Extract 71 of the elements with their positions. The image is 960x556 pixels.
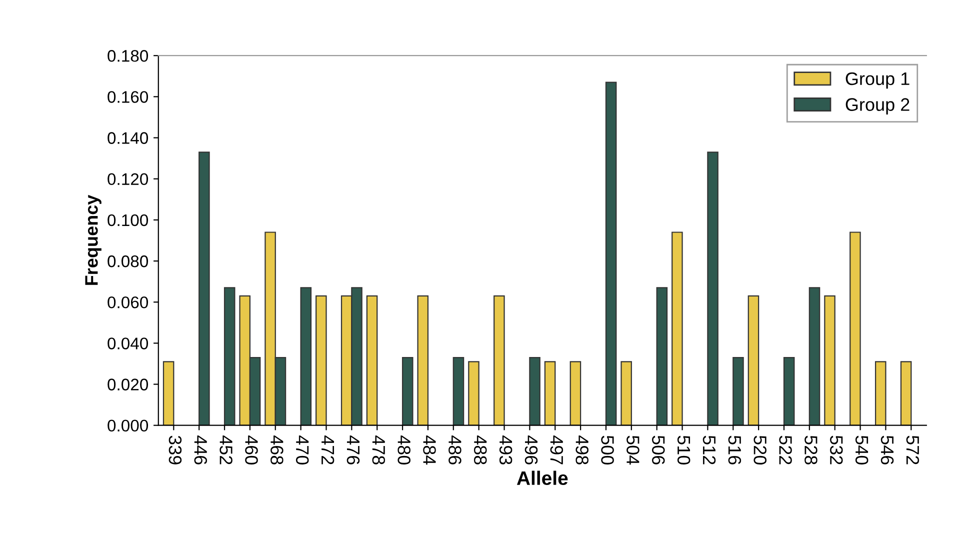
x-tick-label: 516 xyxy=(728,436,742,464)
bar xyxy=(544,361,556,426)
y-tick-label: 0.020 xyxy=(108,378,148,390)
x-tick-label: 520 xyxy=(754,436,766,464)
bar xyxy=(850,232,861,426)
bar xyxy=(402,357,414,426)
bar xyxy=(300,287,312,426)
x-tick-label: 540 xyxy=(855,436,868,464)
x-tick-label: 532 xyxy=(830,436,843,464)
x-tick-label: 339 xyxy=(168,436,182,464)
x-tick-label: 472 xyxy=(322,435,334,464)
bar xyxy=(783,357,795,426)
bar xyxy=(224,287,236,426)
bar xyxy=(494,295,505,426)
y-tick-label: 0.040 xyxy=(108,338,148,350)
bar xyxy=(366,295,378,426)
x-tick-label: 522 xyxy=(779,436,792,464)
y-tick-label: 0.100 xyxy=(108,214,148,226)
x-tick-label: 470 xyxy=(296,435,309,464)
bar xyxy=(900,361,912,426)
y-tick-label: 0.120 xyxy=(108,173,148,186)
y-axis-title: Frequency xyxy=(85,194,102,285)
bar xyxy=(452,357,464,426)
bar xyxy=(707,152,718,426)
x-tick-label: 546 xyxy=(880,436,894,464)
bar xyxy=(468,361,480,426)
bar xyxy=(620,361,632,426)
bar xyxy=(417,295,429,426)
bar xyxy=(529,357,540,426)
legend-label: Group 1 xyxy=(846,72,910,89)
bar xyxy=(672,232,683,426)
x-tick-label: 488 xyxy=(474,435,487,464)
x-tick-label: 506 xyxy=(652,436,665,464)
x-tick-label: 468 xyxy=(270,435,284,464)
bar xyxy=(748,295,760,426)
x-tick-label: 572 xyxy=(906,436,920,464)
y-tick-label: 0.160 xyxy=(108,91,148,103)
x-tick-label: 496 xyxy=(524,435,538,464)
x-tick-label: 476 xyxy=(346,435,360,464)
bar xyxy=(656,287,668,426)
bar xyxy=(198,152,210,426)
y-tick-label: 0.060 xyxy=(108,296,148,308)
bar xyxy=(808,287,820,426)
x-tick-label: 497 xyxy=(550,435,564,464)
x-tick-label: 510 xyxy=(677,436,690,464)
x-tick-label: 484 xyxy=(423,435,436,465)
x-tick-label: 478 xyxy=(372,435,386,464)
x-tick-label: 504 xyxy=(626,436,640,465)
x-tick-label: 480 xyxy=(398,435,410,464)
y-tick-label: 0.180 xyxy=(108,50,148,62)
bar xyxy=(316,295,327,426)
x-tick-label: 498 xyxy=(576,435,588,464)
y-tick-label: 0.140 xyxy=(108,132,148,144)
bar xyxy=(605,82,617,426)
legend-label: Group 2 xyxy=(846,98,910,115)
x-tick-label: 512 xyxy=(702,436,716,464)
x-tick-label: 446 xyxy=(194,435,208,464)
x-tick-label: 452 xyxy=(220,435,232,464)
x-tick-label: 486 xyxy=(448,435,462,464)
bar xyxy=(874,361,886,426)
x-tick-label: 460 xyxy=(245,435,258,464)
bar xyxy=(570,361,582,426)
x-tick-label: 493 xyxy=(499,435,512,464)
x-tick-label: 528 xyxy=(804,436,818,464)
bar xyxy=(732,357,744,426)
bar xyxy=(824,295,836,426)
y-tick-label: 0.080 xyxy=(108,255,148,268)
x-axis-title: Allele xyxy=(516,470,568,486)
bar xyxy=(162,361,174,426)
y-tick-label: 0.000 xyxy=(108,420,148,432)
x-tick-label: 500 xyxy=(601,436,614,464)
